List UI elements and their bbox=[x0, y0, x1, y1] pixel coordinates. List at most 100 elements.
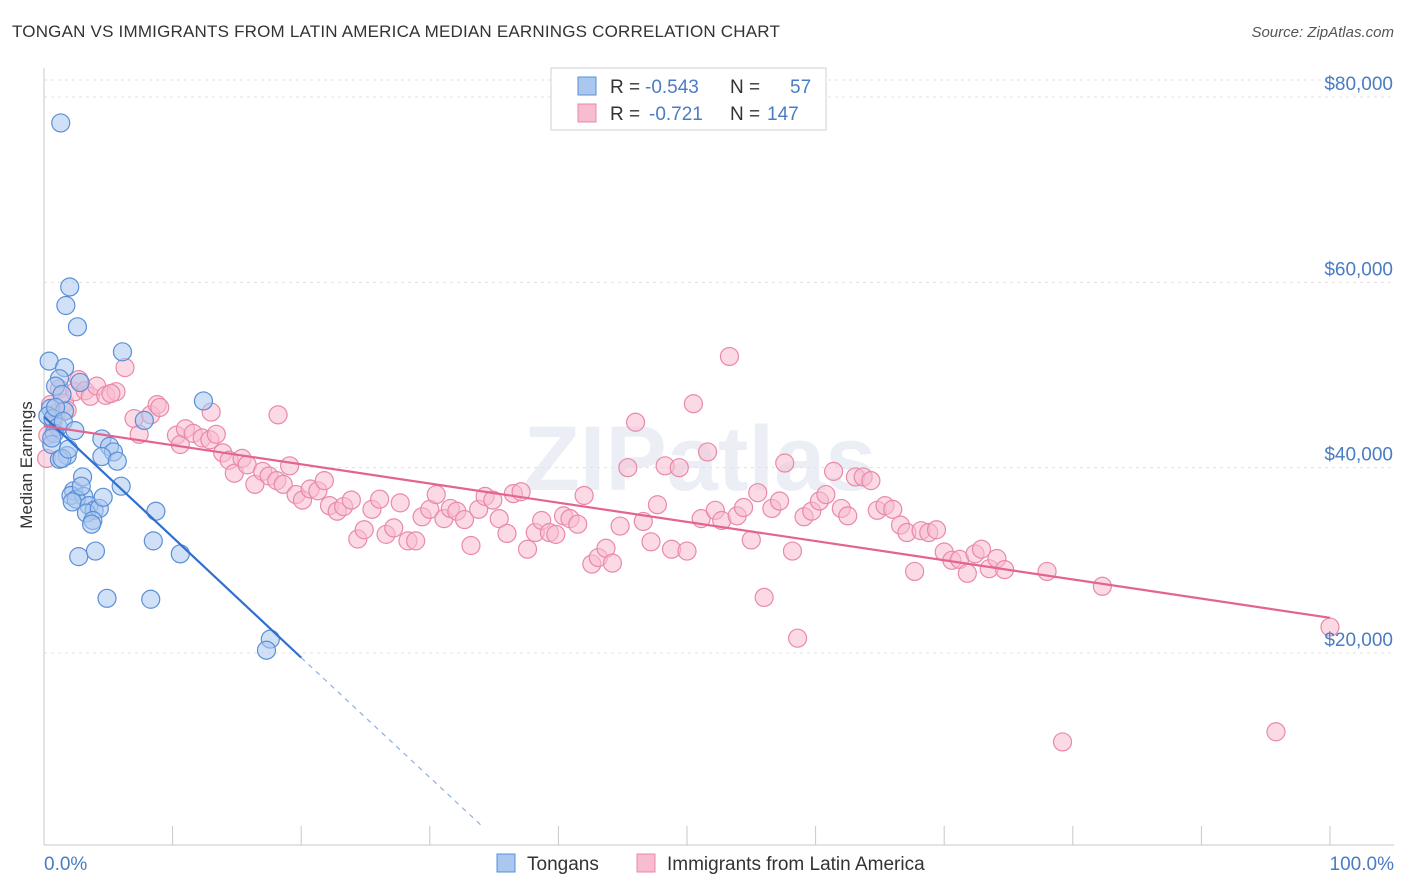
legend-r-value-latin: -0.721 bbox=[649, 104, 703, 125]
data-point bbox=[883, 499, 903, 519]
y-tick-label: $40,000 bbox=[1324, 445, 1393, 466]
data-point bbox=[273, 474, 293, 494]
data-point bbox=[497, 523, 517, 544]
data-point bbox=[341, 490, 361, 510]
data-point bbox=[101, 383, 121, 404]
data-point bbox=[143, 531, 163, 551]
legend-r-label-tongans: R = bbox=[610, 77, 640, 98]
legend-r-value-tongans: -0.543 bbox=[645, 77, 699, 98]
data-point bbox=[647, 495, 668, 515]
data-point bbox=[861, 471, 881, 491]
data-point bbox=[782, 541, 803, 561]
data-point bbox=[134, 410, 154, 431]
legend-n-label-latin: N = bbox=[730, 104, 760, 125]
data-point bbox=[70, 372, 90, 393]
data-point bbox=[67, 317, 88, 337]
data-point bbox=[280, 456, 300, 476]
chart-title: TONGAN VS IMMIGRANTS FROM LATIN AMERICA … bbox=[12, 22, 781, 41]
data-point bbox=[971, 539, 992, 559]
legend-swatch-tongans bbox=[577, 76, 597, 96]
data-point bbox=[677, 541, 697, 561]
data-point bbox=[146, 501, 166, 521]
data-point bbox=[107, 451, 127, 471]
data-point bbox=[58, 439, 79, 459]
data-point bbox=[426, 484, 446, 505]
data-point bbox=[268, 405, 288, 425]
data-point bbox=[390, 493, 410, 513]
data-point bbox=[112, 342, 133, 362]
data-point bbox=[256, 640, 277, 660]
y-tick-labels: $20,000 $40,000 $60,000 $80,000 bbox=[1324, 74, 1393, 651]
data-point bbox=[1320, 617, 1340, 637]
legend-n-value-tongans: 57 bbox=[790, 77, 811, 98]
data-point bbox=[206, 424, 226, 444]
data-point bbox=[838, 506, 858, 526]
data-point bbox=[115, 357, 135, 378]
bottom-legend-label-latin: Immigrants from Latin America bbox=[667, 854, 925, 875]
y-tick-label: $80,000 bbox=[1324, 74, 1393, 95]
data-point bbox=[56, 295, 76, 316]
y-tick-label: $60,000 bbox=[1324, 259, 1393, 280]
data-point bbox=[1092, 576, 1112, 596]
data-point bbox=[42, 428, 62, 448]
data-point bbox=[97, 588, 117, 608]
data-point bbox=[370, 489, 390, 509]
data-point bbox=[824, 461, 844, 481]
legend-r-label-latin: R = bbox=[610, 104, 640, 125]
trendline-tongans-extension bbox=[300, 657, 482, 826]
bottom-legend: Tongans Immigrants from Latin America bbox=[496, 853, 925, 875]
data-point bbox=[354, 520, 374, 540]
data-point bbox=[314, 471, 334, 491]
data-point bbox=[483, 490, 503, 510]
y-tick-label: $20,000 bbox=[1324, 630, 1393, 651]
data-point bbox=[754, 587, 774, 608]
data-point bbox=[1052, 732, 1073, 752]
data-point bbox=[683, 394, 704, 414]
data-point bbox=[769, 491, 790, 511]
gridlines bbox=[44, 79, 1394, 654]
data-point bbox=[454, 509, 475, 530]
data-point bbox=[733, 497, 754, 518]
bottom-legend-label-tongans: Tongans bbox=[527, 854, 599, 875]
data-point bbox=[170, 544, 190, 564]
data-point bbox=[517, 539, 538, 559]
legend-n-value-latin: 147 bbox=[767, 104, 799, 125]
y-axis-label: Median Earnings bbox=[17, 401, 36, 529]
data-point bbox=[1266, 722, 1286, 742]
data-point bbox=[618, 458, 638, 478]
x-tick-label-max: 100.0% bbox=[1330, 854, 1395, 875]
data-point bbox=[406, 531, 426, 551]
legend-n-label-tongans: N = bbox=[730, 77, 760, 98]
data-point bbox=[150, 397, 170, 418]
data-point bbox=[816, 484, 836, 505]
data-point bbox=[85, 541, 106, 561]
legend-swatch-latin bbox=[577, 103, 597, 123]
data-point bbox=[193, 391, 214, 411]
data-point bbox=[602, 553, 623, 573]
data-point bbox=[71, 476, 91, 496]
data-point bbox=[546, 524, 566, 544]
data-point bbox=[741, 530, 761, 550]
data-point bbox=[489, 509, 509, 529]
data-point bbox=[51, 113, 71, 133]
data-point bbox=[1037, 561, 1057, 582]
data-point bbox=[141, 589, 161, 609]
data-point bbox=[384, 518, 404, 538]
data-point bbox=[574, 485, 594, 506]
data-point bbox=[610, 516, 630, 536]
data-point bbox=[461, 535, 481, 556]
data-point bbox=[568, 514, 588, 534]
data-point bbox=[93, 487, 113, 507]
bottom-legend-swatch-latin bbox=[636, 853, 656, 873]
data-point bbox=[719, 346, 740, 367]
data-point bbox=[669, 458, 689, 478]
data-point bbox=[787, 628, 808, 648]
legend-box: R = -0.543 N = 57 R = -0.721 N = 147 bbox=[550, 67, 827, 131]
data-point bbox=[641, 532, 661, 552]
x-tick-label-min: 0.0% bbox=[44, 854, 87, 875]
data-point bbox=[111, 476, 131, 496]
bottom-legend-swatch-tongans bbox=[496, 853, 516, 873]
source-label: Source: ZipAtlas.com bbox=[1251, 24, 1394, 41]
trendline-latin bbox=[43, 424, 1331, 619]
